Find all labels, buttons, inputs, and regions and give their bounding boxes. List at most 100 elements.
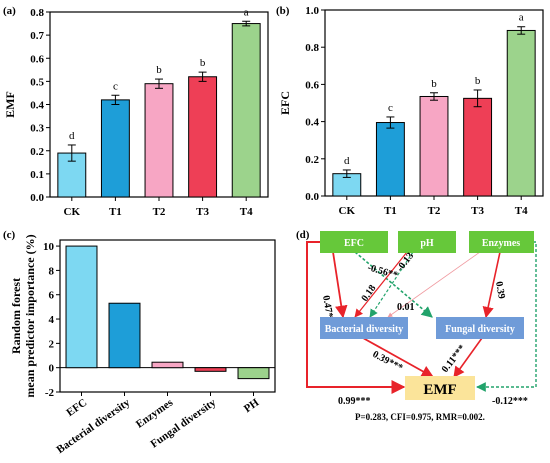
y-tick-label: 0.7 <box>30 30 44 42</box>
x-category-label: T4 <box>240 206 253 218</box>
node-enzymes <box>469 231 534 253</box>
y-tick-label: 0 <box>49 363 55 375</box>
path-efc-fungal <box>354 251 433 318</box>
x-category-label: T1 <box>384 205 397 217</box>
bar-t3 <box>463 97 493 197</box>
node-efc <box>320 231 388 253</box>
significance-letter: d <box>344 155 350 167</box>
y-axis-label: mean predictor importance (%) <box>23 234 37 397</box>
bar-t4 <box>506 29 536 197</box>
y-tick-label: 0.1 <box>30 169 44 181</box>
node-fungal-diversity <box>436 317 524 339</box>
x-category-label: EFC <box>64 397 89 419</box>
significance-letter: a <box>519 12 524 24</box>
x-category-label: T1 <box>109 206 122 218</box>
coef-efc-fungal: -0.56** <box>366 262 399 281</box>
y-tick-label: 0.2 <box>305 154 319 166</box>
bar-t3 <box>188 76 218 198</box>
bar-ph <box>237 367 270 380</box>
y-tick-label: 6 <box>49 290 55 302</box>
chart-a: 0.0 0.1 0.2 0.3 0.4 0.5 0.6 0.7 0.8 d CK c T1 b T2 b T3 a… <box>3 6 269 218</box>
x-category-label: T3 <box>196 206 209 218</box>
bar-enzymes <box>151 361 184 369</box>
panel-d-label: (d) <box>296 229 310 241</box>
significance-letter: b <box>156 64 162 76</box>
bar-t1 <box>100 99 130 198</box>
path-fungal-emf <box>453 337 483 378</box>
y-tick-label: 0.4 <box>30 100 44 112</box>
x-category-label: Bacterial diversity <box>55 396 133 456</box>
y-tick-label: 0.6 <box>30 53 44 65</box>
y-axis-label: EMF <box>3 91 17 118</box>
node-fungal-label: Fungal diversity <box>445 324 515 335</box>
y-tick-label: 4 <box>49 314 55 326</box>
bar-t2 <box>144 83 174 198</box>
y-tick-label: 0.2 <box>30 146 44 158</box>
significance-letter: c <box>113 80 118 92</box>
node-bacterial-diversity <box>320 317 408 339</box>
bar-efc <box>65 245 98 369</box>
y-tick-label: 0.4 <box>305 117 319 129</box>
coef-efc-emf: 0.99*** <box>338 396 371 407</box>
significance-letter: b <box>200 57 206 69</box>
bar-bacterial-diversity <box>108 302 141 369</box>
panel-c-label: (c) <box>3 229 16 241</box>
coef-enzymes-bacterial: 0.01 <box>397 302 415 313</box>
chart-b: 0.0 0.2 0.4 0.6 0.8 1.0 d CK c T1 b T2 b T3 a T4 EFC <box>278 5 544 217</box>
x-category-label: T4 <box>515 205 528 217</box>
coef-enzymes-fungal: 0.39 <box>493 281 507 300</box>
y-tick-label: 0.8 <box>30 7 44 19</box>
coef-ph-bacterial: -0.13 <box>395 251 417 274</box>
y-tick-label: 0.0 <box>30 192 44 204</box>
sem-diagram: EFC pH Enzymes Bacterial diversity Funga… <box>306 231 537 422</box>
y-tick-label: -2 <box>45 387 55 399</box>
node-ph-label: pH <box>420 238 434 249</box>
x-category-label: T3 <box>471 205 484 217</box>
y-tick-label: 0.0 <box>305 191 319 203</box>
y-tick-label: 0.5 <box>30 76 44 88</box>
y-tick-label: 0.3 <box>30 123 44 135</box>
x-category-label: CK <box>64 206 81 218</box>
node-efc-label: EFC <box>344 238 364 249</box>
node-ph <box>398 231 456 253</box>
panel-b-label: (b) <box>276 5 290 17</box>
significance-letter: b <box>431 78 437 90</box>
y-tick-label: 0.6 <box>305 79 319 91</box>
y-tick-label: 1.0 <box>305 5 319 17</box>
x-category-label: PH <box>242 396 262 415</box>
y-axis-label: EFC <box>278 91 292 115</box>
path-bacterial-emf <box>362 337 435 378</box>
bar-t2 <box>419 95 449 197</box>
panel-a-label: (a) <box>3 5 16 17</box>
x-category-label: T2 <box>153 206 166 218</box>
path-enzymes-fungal <box>482 251 501 319</box>
coef-fungal-emf: 0.11*** <box>440 343 468 375</box>
bar-t4 <box>231 23 261 198</box>
bar-fungal-diversity <box>194 367 227 372</box>
y-tick-label: 0.8 <box>305 42 319 54</box>
significance-letter: d <box>69 130 75 142</box>
x-category-label: CK <box>339 205 356 217</box>
model-fit-stats: P=0.283, CFI=0.975, RMR=0.002. <box>355 412 485 422</box>
node-bacterial-label: Bacterial diversity <box>325 324 404 335</box>
coef-ph-bacterial-b: 0.18 <box>359 283 378 304</box>
significance-letter: a <box>244 6 249 18</box>
path-ph-bacterial <box>369 251 414 318</box>
path-efc-emf <box>306 241 406 394</box>
node-enzymes-label: Enzymes <box>482 238 520 249</box>
path-efc-bacterial <box>332 251 348 319</box>
path-enzymes-bacterial <box>387 251 481 318</box>
path-ph-bacterial-b <box>354 251 408 318</box>
y-axis-label: Random forest <box>9 278 23 354</box>
y-tick-label: 2 <box>49 338 55 350</box>
significance-letter: b <box>475 75 481 87</box>
node-emf-label: EMF <box>423 382 456 398</box>
coef-enzymes-emf: -0.12*** <box>492 396 528 407</box>
coef-efc-bacterial: 0.47* <box>320 295 335 319</box>
y-tick-label: 10 <box>43 241 55 253</box>
y-tick-label: 8 <box>49 265 55 277</box>
significance-letter: c <box>388 102 393 114</box>
bar-t1 <box>375 122 405 197</box>
